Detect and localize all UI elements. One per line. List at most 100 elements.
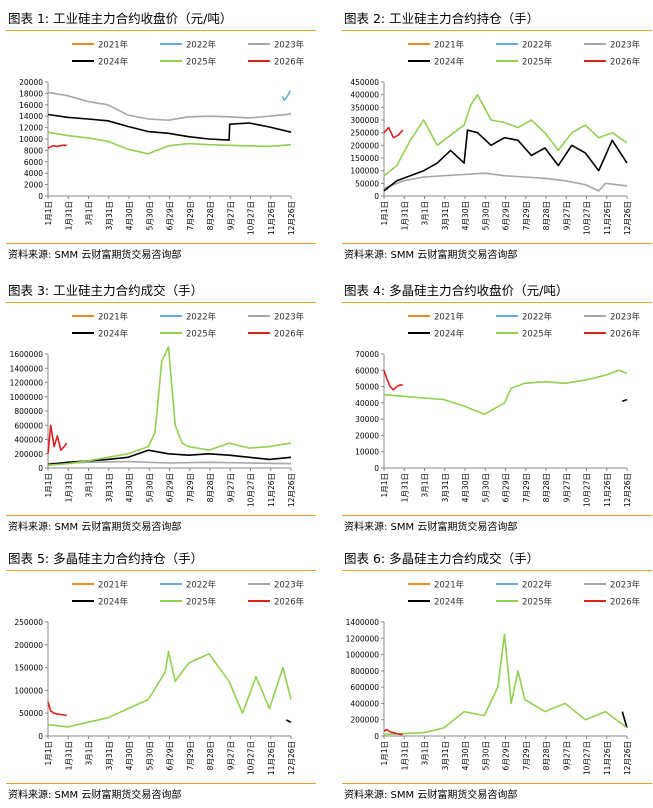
- chart-panel-1: 图表 1: 工业硅主力合约收盘价（元/吨） 2021年 2022年 2023年 202…: [6, 8, 326, 268]
- x-tick-label: 3月1日: [421, 741, 430, 766]
- series-line: [47, 460, 292, 465]
- y-tick-label: 30000: [355, 415, 379, 424]
- y-tick-label: 1600000: [10, 350, 44, 359]
- y-tick-label: 350000: [350, 103, 379, 112]
- y-tick-label: 16000: [19, 101, 43, 110]
- series-line: [383, 126, 404, 139]
- x-tick-label: 1月1日: [380, 473, 389, 498]
- series-line: [622, 398, 628, 402]
- y-tick-label: 4000: [24, 169, 43, 178]
- y-tick-label: 1200000: [10, 379, 44, 388]
- source-rule: [342, 783, 652, 784]
- x-tick-label: 6月29日: [502, 473, 511, 502]
- x-tick-label: 7月29日: [186, 741, 195, 770]
- legend-label: 2024年: [434, 57, 465, 68]
- series-line: [383, 172, 628, 192]
- legend-label: 2024年: [98, 597, 129, 608]
- x-tick-label: 12月26日: [623, 473, 632, 507]
- title-rule: [6, 30, 316, 31]
- y-tick-label: 50000: [355, 383, 379, 392]
- legend-label: 2025年: [186, 329, 217, 340]
- x-tick-label: 6月29日: [166, 201, 175, 230]
- source-text: 资料来源: SMM 云财富期货交易咨询部: [8, 790, 182, 801]
- legend-label: 2023年: [274, 40, 305, 51]
- x-tick-label: 11月26日: [603, 201, 612, 235]
- legend-label: 2022年: [522, 312, 553, 323]
- y-tick-label: 400000: [14, 436, 43, 445]
- series-line: [383, 129, 628, 192]
- legend: 2021年 2022年 2023年 2024年 2025年 2026年: [72, 40, 305, 68]
- source-text: 资料来源: SMM 云财富期货交易咨询部: [8, 522, 182, 533]
- x-tick-label: 3月31日: [441, 201, 450, 230]
- x-tick-label: 3月1日: [85, 473, 94, 498]
- x-tick-label: 7月29日: [522, 473, 531, 502]
- x-tick-label: 9月27日: [226, 473, 235, 502]
- x-tick-label: 12月26日: [287, 473, 296, 507]
- chart-4: 2021年 2022年 2023年 2024年 2025年 2026年 0 10000 2000…: [355, 312, 641, 508]
- x-tick-label: 8月28日: [542, 741, 551, 770]
- legend-label: 2025年: [522, 57, 553, 68]
- x-tick-label: 9月27日: [562, 201, 571, 230]
- series-line: [47, 113, 292, 141]
- legend-label: 2021年: [98, 40, 129, 51]
- series-line: [383, 370, 403, 391]
- x-tick-label: 5月30日: [481, 201, 490, 230]
- source-rule: [6, 515, 316, 516]
- x-tick-label: 3月31日: [105, 741, 114, 770]
- x-tick-label: 3月31日: [441, 741, 450, 770]
- x-tick-label: 3月31日: [105, 473, 114, 502]
- title-rule: [6, 302, 316, 303]
- x-tick-label: 6月29日: [166, 473, 175, 502]
- y-tick-label: 400000: [350, 699, 379, 708]
- y-tick-label: 1200000: [346, 634, 380, 643]
- y-tick-label: 1000000: [346, 651, 380, 660]
- legend-label: 2026年: [274, 597, 305, 608]
- y-tick-label: 1400000: [10, 364, 44, 373]
- chart-panel-3: 图表 3: 工业硅主力合约成交（手） 2021年 2022年 2023年 2024年 2…: [6, 280, 326, 540]
- y-tick-label: 800000: [14, 407, 43, 416]
- x-tick-label: 12月26日: [287, 201, 296, 235]
- y-tick-label: 6000: [24, 158, 43, 167]
- legend-label: 2025年: [186, 597, 217, 608]
- legend-label: 2021年: [434, 40, 465, 51]
- legend-label: 2023年: [610, 580, 641, 591]
- x-tick-label: 11月26日: [267, 741, 276, 775]
- x-tick-label: 10月27日: [583, 473, 592, 507]
- series-line: [47, 650, 292, 728]
- series-line: [285, 719, 292, 724]
- source-rule: [342, 243, 652, 244]
- y-tick-label: 60000: [355, 366, 379, 375]
- x-tick-label: 11月26日: [267, 473, 276, 507]
- x-tick-label: 7月29日: [186, 473, 195, 502]
- chart-title: 图表 6: 多晶硅主力合约成交（手）: [344, 551, 540, 566]
- x-tick-label: 8月28日: [206, 741, 215, 770]
- y-tick-label: 20000: [19, 78, 43, 87]
- y-tick-label: 50000: [355, 179, 379, 188]
- series-line: [621, 711, 628, 729]
- x-tick-label: 1月31日: [400, 473, 409, 502]
- y-tick-label: 12000: [19, 124, 43, 133]
- x-tick-label: 4月30日: [125, 201, 134, 230]
- y-tick-label: 1000000: [10, 393, 44, 402]
- y-tick-label: 0: [374, 732, 379, 741]
- y-tick-label: 40000: [355, 399, 379, 408]
- legend-label: 2023年: [610, 312, 641, 323]
- chart-title: 图表 3: 工业硅主力合约成交（手）: [8, 283, 204, 298]
- x-tick-label: 1月1日: [380, 741, 389, 766]
- title-rule: [342, 30, 652, 31]
- x-tick-label: 1月31日: [64, 473, 73, 502]
- y-tick-label: 0: [374, 192, 379, 201]
- series-line: [47, 144, 67, 149]
- x-tick-label: 6月29日: [502, 201, 511, 230]
- y-tick-label: 150000: [350, 154, 379, 163]
- x-tick-label: 3月31日: [441, 473, 450, 502]
- x-tick-label: 9月27日: [226, 201, 235, 230]
- legend-label: 2025年: [186, 57, 217, 68]
- y-tick-label: 200000: [14, 450, 43, 459]
- x-tick-label: 12月26日: [623, 741, 632, 775]
- x-tick-label: 7月29日: [522, 741, 531, 770]
- x-tick-label: 8月28日: [542, 201, 551, 230]
- x-tick-label: 5月30日: [145, 201, 154, 230]
- x-tick-label: 9月27日: [562, 473, 571, 502]
- x-tick-label: 11月26日: [603, 473, 612, 507]
